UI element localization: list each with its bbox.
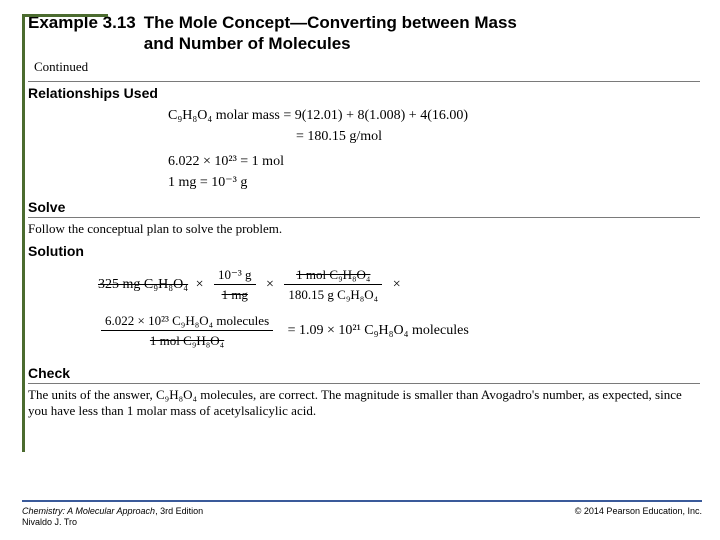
footer: Chemistry: A Molecular Approach, 3rd Edi… [0,500,720,528]
frac1-den: 1 mg [214,285,256,305]
book-title: Chemistry: A Molecular Approach [22,506,155,516]
slide: Example 3.13 The Mole Concept—Converting… [0,0,720,540]
example-title: The Mole Concept—Converting between Mass… [144,12,517,55]
solve-heading: Solve [28,199,702,215]
check-text: The units of the answer, C₉H₈O₄ molecule… [28,387,702,420]
footer-row: Chemistry: A Molecular Approach, 3rd Edi… [22,506,702,528]
frac1: 10⁻³ g 1 mg [214,265,256,305]
divider [28,217,700,218]
left-accent-rule [22,14,25,452]
eq-molar-mass: C₉H₈O₄ molar mass = 9(12.01) + 8(1.008) … [168,105,702,126]
solution-line2: 6.022 × 10²³ C₉H₈O₄ molecules 1 mol C₉H₈… [98,311,702,351]
frac3: 6.022 × 10²³ C₉H₈O₄ molecules 1 mol C₉H₈… [101,311,273,351]
footer-rule [22,500,702,502]
eq-mg: 1 mg = 10⁻³ g [168,172,702,193]
solution-equation: 325 mg C₉H₈O₄ × 10⁻³ g 1 mg × 1 mol C₉H₈… [98,265,702,351]
header: Example 3.13 The Mole Concept—Converting… [28,10,702,75]
divider [28,81,700,82]
book-edition: , 3rd Edition [155,506,203,516]
times-icon: × [262,277,278,292]
author: Nivaldo J. Tro [22,517,77,527]
footer-left: Chemistry: A Molecular Approach, 3rd Edi… [22,506,203,528]
example-title-row: Example 3.13 The Mole Concept—Converting… [28,12,702,55]
frac3-num: 6.022 × 10²³ C₉H₈O₄ molecules [101,311,273,332]
section-solution: Solution 325 mg C₉H₈O₄ × 10⁻³ g 1 mg × 1… [28,243,702,351]
frac2-den: 180.15 g C₉H₈O₄ [284,285,382,305]
continued-label: Continued [34,59,702,75]
divider [28,383,700,384]
frac2-num: 1 mol C₉H₈O₄ [284,265,382,286]
relationships-heading: Relationships Used [28,85,702,101]
eq1-right: = 9(12.01) + 8(1.008) + 4(16.00) [283,108,468,123]
frac3-den: 1 mol C₉H₈O₄ [101,331,273,351]
relationships-equations: C₉H₈O₄ molar mass = 9(12.01) + 8(1.008) … [168,105,702,193]
section-solve: Solve Follow the conceptual plan to solv… [28,199,702,237]
check-heading: Check [28,365,702,381]
frac2: 1 mol C₉H₈O₄ 180.15 g C₉H₈O₄ [284,265,382,305]
title-line1: The Mole Concept—Converting between Mass [144,13,517,32]
solution-line1: 325 mg C₉H₈O₄ × 10⁻³ g 1 mg × 1 mol C₉H₈… [98,265,702,305]
section-check: Check The units of the answer, C₉H₈O₄ mo… [28,365,702,420]
top-accent-rule [22,14,108,17]
frac1-num: 10⁻³ g [214,265,256,286]
solution-heading: Solution [28,243,702,259]
section-relationships: Relationships Used C₉H₈O₄ molar mass = 9… [28,81,702,193]
sol-start: 325 mg C₉H₈O₄ [98,277,188,292]
example-label: Example 3.13 [28,12,136,55]
times-icon: × [192,277,208,292]
sol-result: = 1.09 × 10²¹ C₉H₈O₄ molecules [288,323,469,338]
eq-avogadro: 6.022 × 10²³ = 1 mol [168,151,702,172]
eq1-left: C₉H₈O₄ molar mass [168,108,280,123]
eq1-result: = 180.15 g/mol [296,126,702,147]
copyright: © 2014 Pearson Education, Inc. [575,506,702,528]
title-line2: and Number of Molecules [144,34,351,53]
times-icon: × [389,277,405,292]
solve-text: Follow the conceptual plan to solve the … [28,221,702,237]
